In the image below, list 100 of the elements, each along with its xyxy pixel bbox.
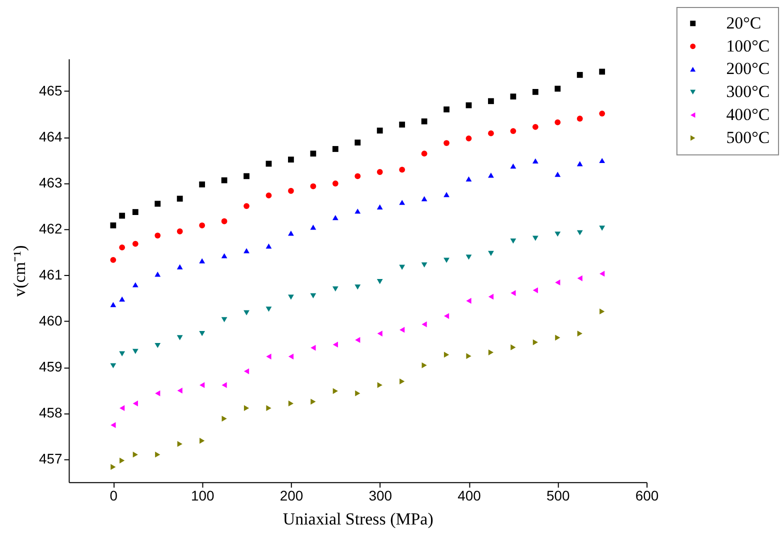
point: [376, 204, 383, 210]
point: [176, 264, 183, 270]
point: [444, 106, 450, 112]
point: [376, 169, 383, 175]
point: [199, 330, 206, 336]
point: [221, 253, 228, 258]
point: [576, 230, 583, 236]
point: [599, 226, 606, 231]
point: [119, 244, 126, 250]
point: [355, 337, 360, 343]
point: [466, 353, 472, 360]
y-axis-title: v(cm⁻¹): [10, 245, 30, 297]
point: [600, 308, 605, 314]
point: [488, 172, 494, 178]
point: [599, 158, 606, 164]
legend-label: 500°C: [726, 128, 770, 147]
point: [488, 98, 494, 104]
point: [177, 441, 182, 447]
point: [488, 250, 494, 256]
point: [599, 68, 606, 75]
point: [376, 278, 383, 284]
point: [532, 158, 538, 164]
point: [510, 94, 516, 100]
point: [466, 176, 472, 182]
point: [510, 290, 516, 296]
point: [354, 208, 361, 214]
point: [199, 181, 206, 188]
point: [120, 458, 125, 464]
point: [110, 256, 116, 263]
point: [576, 161, 583, 166]
point: [199, 222, 206, 228]
point: [444, 313, 450, 319]
point: [510, 344, 516, 350]
point: [354, 140, 361, 146]
point: [555, 280, 560, 286]
point: [176, 335, 183, 340]
point: [154, 342, 161, 348]
legend-label: 300°C: [726, 82, 770, 102]
point: [444, 258, 450, 263]
point: [555, 334, 560, 341]
point: [119, 212, 126, 219]
point: [200, 438, 205, 444]
x-axis-title: Uniaxial Stress (MPa): [282, 510, 434, 529]
point: [554, 119, 561, 126]
point: [154, 200, 161, 207]
x-tick-label: 200: [280, 488, 304, 504]
point: [288, 354, 294, 360]
y-tick-label: 464: [38, 128, 62, 145]
point: [332, 286, 338, 292]
y-tick-label: 458: [38, 404, 62, 421]
point: [466, 135, 472, 142]
point: [244, 310, 250, 316]
point: [510, 238, 516, 244]
x-tick-label: 0: [110, 488, 118, 504]
point: [110, 422, 116, 428]
point: [332, 146, 338, 152]
legend-label: 20°C: [726, 13, 762, 32]
point: [310, 293, 316, 298]
point: [577, 275, 582, 282]
point: [132, 240, 138, 247]
point: [510, 163, 516, 169]
point: [266, 354, 272, 360]
point: [355, 390, 360, 396]
point: [120, 405, 125, 412]
y-tick-label: 459: [38, 358, 62, 375]
point: [554, 172, 561, 177]
point: [310, 344, 316, 351]
point: [310, 224, 316, 230]
point: [176, 228, 183, 234]
y-tick-label: 461: [38, 266, 62, 283]
legend-label: 200°C: [726, 59, 770, 78]
point: [532, 287, 538, 294]
point: [421, 262, 428, 268]
point: [110, 302, 116, 308]
point: [377, 382, 382, 388]
point: [310, 183, 316, 190]
point: [444, 192, 450, 198]
point: [332, 180, 338, 186]
point: [154, 272, 161, 277]
point: [132, 452, 138, 458]
point: [119, 351, 126, 356]
point: [354, 284, 361, 290]
point: [244, 203, 250, 209]
point: [154, 232, 161, 238]
point: [600, 270, 605, 277]
point: [199, 258, 206, 264]
point: [488, 294, 494, 300]
point: [110, 363, 116, 368]
point: [399, 200, 406, 205]
point: [399, 122, 406, 128]
point: [288, 294, 294, 300]
point: [266, 405, 272, 412]
point: [200, 382, 205, 388]
point: [176, 196, 183, 202]
y-tick-label: 457: [38, 450, 62, 467]
point: [444, 140, 450, 146]
x-tick-label: 300: [368, 488, 392, 504]
point: [421, 196, 428, 202]
point: [466, 254, 472, 260]
point: [110, 222, 116, 228]
